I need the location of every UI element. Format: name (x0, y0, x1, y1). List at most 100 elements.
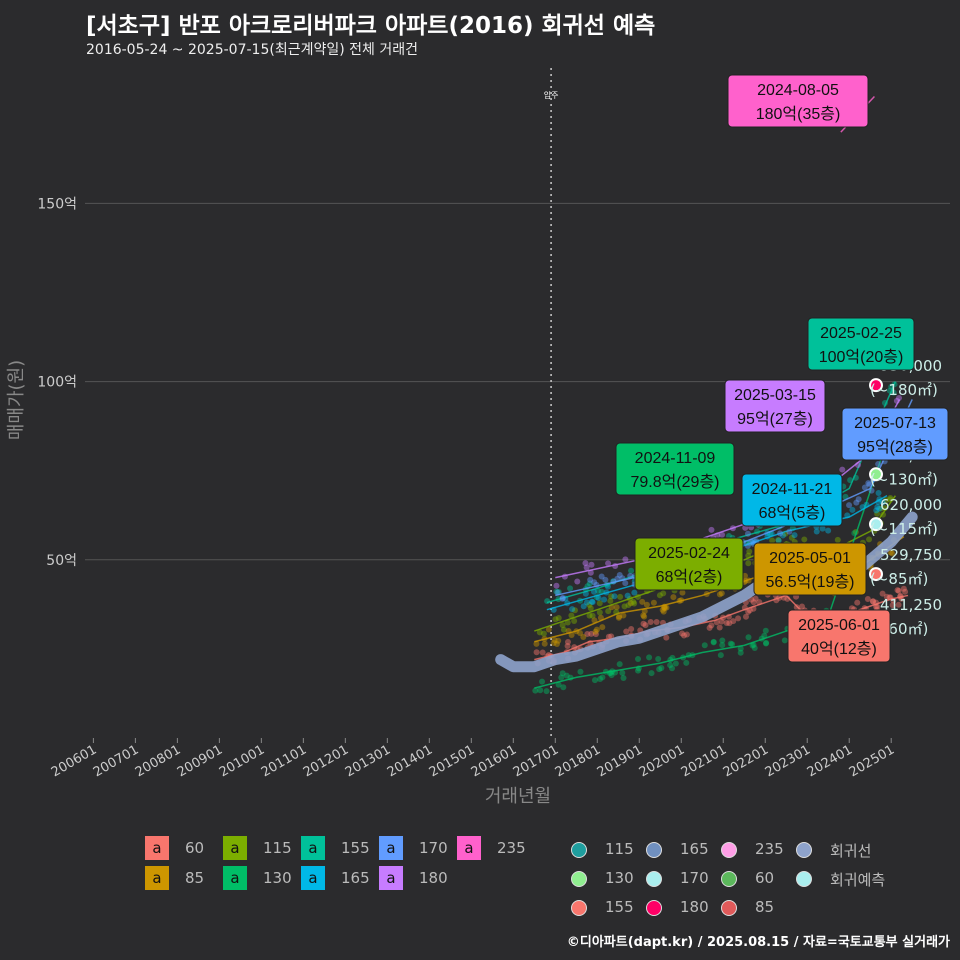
legend-marker-235 (721, 842, 737, 858)
callout-date: 2025-02-24 (648, 545, 730, 562)
callout-box (724, 379, 826, 433)
y-tick-label: 100억 (37, 375, 77, 391)
data-point-60 (902, 588, 909, 595)
data-point-60 (723, 620, 730, 627)
callout-box (741, 473, 843, 527)
data-point-165 (875, 489, 882, 496)
x-axis-title: 거래년월 (485, 786, 551, 807)
data-point-115 (589, 612, 596, 619)
data-point-130 (655, 655, 662, 662)
x-tick-label: 201801 (553, 742, 603, 780)
data-point-180 (605, 560, 612, 567)
data-point-115 (625, 602, 632, 609)
data-point-130 (658, 664, 665, 671)
data-point-60 (533, 649, 540, 656)
data-point-165 (588, 598, 595, 605)
data-point-180 (582, 560, 589, 567)
legend-key-165: a (301, 866, 325, 890)
data-point-60 (706, 624, 713, 631)
legend-label-155: 155 (341, 839, 370, 857)
data-point-170 (853, 499, 860, 506)
legend-marker-180 (646, 900, 662, 916)
data-point-130 (667, 662, 674, 669)
callout-box (841, 407, 949, 461)
data-point-85 (679, 589, 686, 596)
prediction-point (869, 517, 883, 532)
data-point-115 (630, 598, 637, 605)
data-point-60 (870, 598, 877, 605)
legend-marker-label: 235 (755, 840, 784, 858)
data-point-130 (591, 677, 598, 684)
data-point-115 (586, 601, 593, 608)
data-point-85 (887, 549, 894, 556)
data-point-85 (889, 550, 896, 557)
legend-label-115: 115 (263, 839, 292, 857)
data-point-165 (604, 583, 611, 590)
data-point-155 (595, 587, 602, 594)
data-point-180 (895, 395, 902, 402)
data-point-85 (663, 604, 670, 611)
callout-value: 68억(2층) (656, 568, 723, 586)
data-point-85 (716, 591, 723, 598)
callout-date: 2025-07-13 (854, 415, 936, 432)
prediction-price: 411,250 (880, 596, 942, 614)
callout-date: 2025-02-25 (820, 325, 902, 342)
data-point-180 (587, 569, 594, 576)
data-point-85 (599, 624, 606, 631)
callout-date: 2024-11-21 (752, 481, 833, 498)
data-point-165 (595, 594, 602, 601)
data-point-165 (562, 595, 569, 602)
data-point-170 (627, 572, 634, 579)
legend-label-130: 130 (263, 869, 292, 887)
data-point-130 (727, 640, 734, 647)
data-point-60 (895, 587, 902, 594)
data-point-60 (869, 598, 876, 605)
data-point-85 (640, 612, 647, 619)
prediction-point (869, 467, 883, 482)
callout-value: 68억(5층) (759, 504, 826, 522)
x-tick-label: 201201 (301, 742, 351, 780)
data-point-115 (587, 605, 594, 612)
data-point-170 (559, 595, 566, 602)
data-point-115 (596, 600, 603, 607)
data-point-130 (616, 661, 623, 668)
data-point-170 (622, 580, 629, 587)
data-point-60 (653, 619, 660, 626)
data-point-165 (580, 603, 587, 610)
data-point-180 (574, 578, 581, 585)
data-point-60 (735, 615, 742, 622)
data-point-155 (555, 588, 562, 595)
data-point-165 (624, 592, 631, 599)
x-tick-label: 200601 (49, 742, 99, 780)
prediction-point (869, 378, 883, 393)
data-point-130 (558, 674, 565, 681)
data-point-130 (539, 678, 546, 685)
legend-key-60: a (145, 836, 169, 860)
prediction-point (869, 567, 883, 582)
data-point-130 (543, 688, 550, 695)
data-point-130 (781, 637, 788, 644)
data-point-60 (900, 585, 907, 592)
data-point-115 (656, 592, 663, 599)
prediction-area: (~115㎡) (870, 520, 938, 538)
data-point-130 (648, 670, 655, 677)
data-point-165 (583, 599, 590, 606)
data-point-85 (541, 640, 548, 647)
data-point-115 (769, 537, 776, 544)
data-point-130 (559, 670, 566, 677)
data-point-115 (605, 608, 612, 615)
data-point-165 (876, 505, 883, 512)
legend-marker-85 (721, 900, 737, 916)
data-point-60 (798, 603, 805, 610)
data-point-115 (866, 536, 873, 543)
data-point-130 (719, 642, 726, 649)
data-point-60 (605, 633, 612, 640)
data-point-85 (659, 606, 666, 613)
data-point-180 (553, 582, 560, 589)
data-point-155 (890, 389, 897, 396)
data-point-115 (883, 497, 890, 504)
x-tick-label: 201001 (217, 742, 267, 780)
data-point-115 (745, 560, 752, 567)
data-point-170 (744, 530, 751, 537)
